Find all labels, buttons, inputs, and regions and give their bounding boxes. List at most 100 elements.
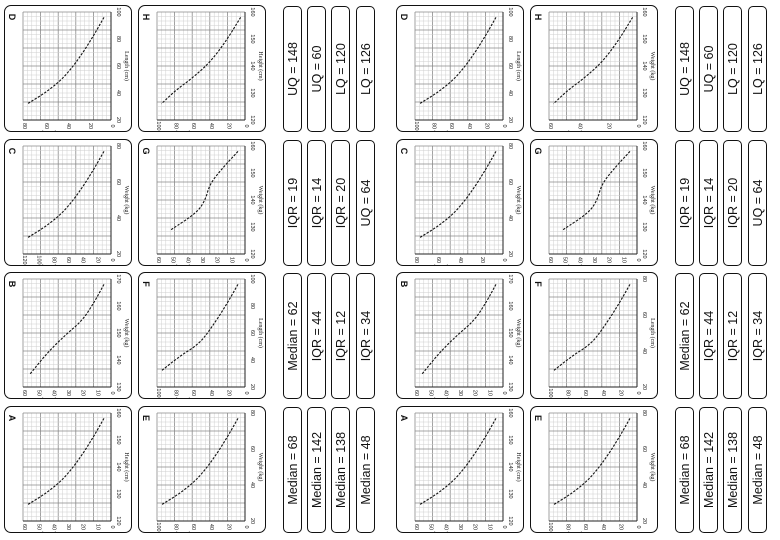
graph-card-b: 130 140 150 160 170 0 10 20 30 40 50 60 Weight (kg) C… [396,272,524,399]
graph-letter: A [7,415,17,422]
value-tick-label: 60 [115,179,121,185]
frequency-axis-label: Cumulative frequency [432,397,485,399]
frequency-axis-label: Cumulative frequency [174,531,227,533]
value-axis-label: Length (cm) [515,51,522,81]
cumulative-frequency-graph: 120 130 140 150 160 0 10 20 30 40 50 60 Weight (kg) C… [533,141,656,265]
graph-card-g: 120 130 140 150 160 0 10 20 30 40 50 60 Weight (kg) C… [138,139,266,266]
statistic-label: UQ = 148 [677,42,692,96]
value-tick-label: 120 [641,249,647,258]
statistic-label: IQR = 12 [725,310,740,362]
frequency-tick-label: 80 [413,257,419,263]
cumulative-frequency-curve [161,284,239,372]
cumulative-frequency-graph: 130 140 150 160 170 0 10 20 30 40 50 60 Weight (kg) C… [399,274,522,399]
graph-letter: A [399,415,409,422]
frequency-tick-label: 20 [94,257,100,263]
statistic-card: Median = 68 [675,407,694,533]
graph-letter: E [533,415,543,421]
value-tick-label: 160 [641,7,647,16]
value-tick-label: 160 [641,141,647,150]
frequency-tick-label: 40 [208,123,214,129]
frequency-tick-label: 80 [50,257,56,263]
value-tick-label: 150 [115,328,121,337]
value-tick-label: 80 [115,143,121,149]
frequency-tick-label: 0 [243,124,249,127]
statistic-card: Median = 62 [675,273,694,399]
grid [414,11,504,121]
cumulative-frequency-curve [169,151,239,231]
statistic-label: IQR = 19 [285,177,300,229]
frequency-tick-label: 10 [94,390,100,396]
frequency-tick-label: 50 [562,257,568,263]
value-tick-label: 80 [249,410,255,416]
frequency-tick-label: 0 [243,391,249,394]
graph-letter: H [141,14,151,21]
frequency-axis-label: Cumulative frequency [174,397,227,399]
frequency-tick-label: 30 [591,257,597,263]
cumulative-frequency-curve [27,151,105,239]
graph-letter: F [533,281,543,287]
value-tick-label: 20 [249,518,255,524]
frequency-tick-label: 10 [94,524,100,530]
value-tick-label: 130 [249,222,255,231]
frequency-tick-label: 80 [565,524,571,530]
cumulative-frequency-curve [421,284,497,375]
frequency-tick-label: 20 [606,123,612,129]
value-axis-label: Length (cm) [257,318,264,348]
value-axis-label: Weight (kg) [257,186,264,215]
statistic-card: LQ = 126 [748,6,767,132]
statistic-card: IQR = 19 [283,140,302,266]
frequency-tick-label: 40 [80,257,86,263]
value-tick-label: 140 [115,355,121,364]
statistic-card: IQR = 34 [356,273,375,399]
value-tick-label: 80 [641,276,647,282]
statistic-card: UQ = 148 [675,6,694,132]
statistic-card: IQR = 19 [675,140,694,266]
value-axis-label: Weight (kg) [649,52,656,81]
statistic-label: IQR = 20 [725,177,740,229]
value-tick-label: 120 [641,115,647,124]
frequency-tick-label: 20 [214,257,220,263]
grid [156,145,246,255]
frequency-tick-label: 40 [442,390,448,396]
value-tick-label: 150 [507,328,513,337]
frequency-tick-label: 80 [431,123,437,129]
statistic-card: LQ = 126 [356,6,375,132]
value-tick-label: 80 [641,410,647,416]
graph-letter: F [141,281,151,287]
frequency-tick-label: 60 [448,123,454,129]
frequency-tick-label: 0 [109,525,115,528]
frequency-tick-label: 20 [225,524,231,530]
statistic-label: IQR = 44 [309,310,324,362]
frequency-tick-label: 40 [50,524,56,530]
frequency-tick-label: 40 [457,257,463,263]
value-axis-label: Weight (kg) [123,319,130,348]
cumulative-frequency-curve [419,151,497,239]
frequency-tick-label: 10 [228,257,234,263]
value-tick-label: 100 [249,274,255,283]
value-tick-label: 120 [249,249,255,258]
value-tick-label: 60 [507,63,513,69]
cumulative-frequency-curve [553,284,631,372]
frequency-tick-label: 60 [190,123,196,129]
value-tick-label: 150 [249,168,255,177]
statistic-card: IQR = 20 [723,140,742,266]
value-tick-label: 120 [249,115,255,124]
frequency-axis-label: Cumulative frequency [566,531,619,533]
frequency-tick-label: 60 [547,123,553,129]
cumulative-frequency-graph: 120 130 140 150 160 0 20 40 60 Weight (kg) Cumulat… [533,7,656,131]
frequency-axis-label: Cumulative frequency [566,397,619,399]
graph-card-h: 120 130 140 150 160 0 20 40 60 Weight (kg) Cumulat… [530,5,658,132]
cumulative-frequency-curve [29,284,105,375]
statistic-label: Median = 62 [677,301,692,371]
grid [548,11,638,121]
value-tick-label: 140 [507,462,513,471]
frequency-tick-label: 0 [109,258,115,261]
value-tick-label: 160 [249,141,255,150]
statistic-label: Median = 142 [309,431,324,509]
statistic-label: LQ = 126 [750,43,765,95]
graph-letter: H [533,14,543,21]
